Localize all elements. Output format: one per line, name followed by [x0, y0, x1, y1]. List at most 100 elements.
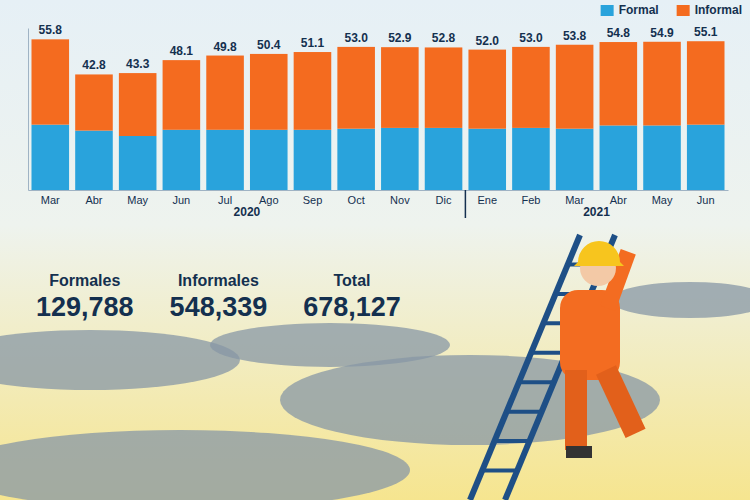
- x-tick: May: [652, 190, 673, 206]
- ladder-rung: [494, 439, 529, 443]
- legend-swatch: [601, 5, 614, 16]
- ladder-rung: [519, 380, 554, 384]
- x-tick-label: Oct: [348, 194, 365, 206]
- x-tick-label: Jul: [218, 194, 232, 206]
- ladder-rung: [507, 410, 542, 414]
- total-label: 53.0: [344, 31, 368, 45]
- summary-name: Informales: [178, 272, 259, 289]
- crater: [0, 330, 240, 390]
- x-tick-label: Jun: [697, 194, 715, 206]
- ladder-rung: [482, 469, 517, 473]
- summary-value: 678,127: [303, 292, 401, 322]
- bar-segment: [643, 125, 681, 190]
- summary: Formales 129,788 Informales548,339 Total 678…: [36, 272, 401, 322]
- bar-segment: [687, 41, 725, 124]
- x-tick-label: Abr: [85, 194, 102, 206]
- x-axis-line: [29, 190, 729, 191]
- total-label: 42.8: [82, 58, 106, 72]
- x-tick: Sep: [303, 190, 323, 206]
- bar-segment: [600, 42, 638, 125]
- y-axis-line: [28, 29, 29, 191]
- bar-segment: [250, 130, 288, 190]
- x-tick-label: Mar: [41, 194, 60, 206]
- legend-swatch: [677, 5, 690, 16]
- x-tick-label: Jun: [172, 194, 190, 206]
- summary-name: Total: [334, 272, 371, 289]
- x-tick-label: Nov: [390, 194, 410, 206]
- total-label: 51.1: [301, 36, 325, 50]
- x-tick: Feb: [521, 190, 540, 206]
- bar-segment: [556, 45, 594, 129]
- bar-segment: [206, 56, 244, 130]
- crater: [610, 282, 750, 318]
- x-tick: Abr: [85, 190, 102, 206]
- bars: [31, 39, 724, 190]
- x-tick: Mar: [565, 190, 584, 206]
- bar-segment: [512, 47, 550, 128]
- summary-value: 129,788: [36, 292, 134, 322]
- x-axis: Mar Abr May Jun Jul Ago Sep Oct Nov Dic Ene Feb Mar A…: [29, 190, 729, 206]
- total-label: 52.8: [432, 31, 456, 45]
- decoration: [0, 235, 750, 500]
- x-tick: Jul: [218, 190, 232, 206]
- summary-name: Formales: [49, 272, 120, 289]
- total-label: 50.4: [257, 38, 281, 52]
- bar-segment: [425, 128, 463, 190]
- legend-label: Informal: [695, 3, 742, 17]
- summary-item: Total 678,127: [303, 272, 401, 322]
- bar-segment: [206, 130, 244, 190]
- summary-item: Informales548,339: [170, 272, 268, 322]
- bar-segment: [250, 54, 288, 130]
- x-tick-label: Abr: [610, 194, 627, 206]
- total-label: 48.1: [170, 44, 194, 58]
- bar-segment: [294, 52, 332, 130]
- x-tick: Dic: [436, 190, 452, 206]
- x-tick-label: Ene: [477, 194, 497, 206]
- bar-segment: [75, 74, 113, 130]
- y-axis: [28, 29, 29, 191]
- legend: Informal Formal: [601, 3, 742, 17]
- x-tick: Ene: [477, 190, 497, 206]
- bar-segment: [468, 129, 506, 190]
- x-tick-label: May: [652, 194, 673, 206]
- x-tick: Abr: [610, 190, 627, 206]
- x-tick-label: Sep: [303, 194, 323, 206]
- year-label: 2021: [583, 205, 610, 219]
- summary-item: Formales 129,788: [36, 272, 134, 322]
- total-label: 43.3: [126, 57, 150, 71]
- background: [0, 0, 750, 500]
- bar-segment: [512, 128, 550, 190]
- x-tick: Mar: [41, 190, 60, 206]
- bar-segment: [31, 39, 69, 124]
- bar-segment: [337, 129, 375, 190]
- bar-segment: [31, 125, 69, 190]
- bar-segment: [381, 47, 419, 128]
- x-tick: Oct: [348, 190, 365, 206]
- bar-segment: [119, 73, 157, 136]
- bar-segment: [643, 42, 681, 126]
- x-tick-label: Mar: [565, 194, 584, 206]
- total-label: 49.8: [213, 40, 237, 54]
- year-label: 2020: [234, 205, 261, 219]
- worker-leg: [596, 365, 646, 438]
- total-label: 54.9: [650, 26, 674, 40]
- x-tick: Ago: [259, 190, 279, 206]
- x-tick: Nov: [390, 190, 410, 206]
- total-label: 54.8: [607, 26, 631, 40]
- bar-segment: [119, 136, 157, 190]
- bar-segment: [687, 125, 725, 190]
- bar-segment: [556, 129, 594, 190]
- bar-segment: [75, 131, 113, 190]
- worker: [560, 241, 646, 458]
- bar-segment: [425, 47, 463, 127]
- worker-leg: [565, 370, 587, 450]
- total-label: 55.1: [694, 25, 718, 39]
- year-groups: 2020 2021: [234, 190, 611, 219]
- crater: [0, 430, 410, 500]
- legend-label: Formal: [619, 3, 659, 17]
- total-label: 53.0: [519, 31, 543, 45]
- total-label: 52.0: [476, 34, 500, 48]
- x-tick: Jun: [172, 190, 190, 206]
- total-label: 52.9: [388, 31, 412, 45]
- year-separator: [465, 190, 467, 218]
